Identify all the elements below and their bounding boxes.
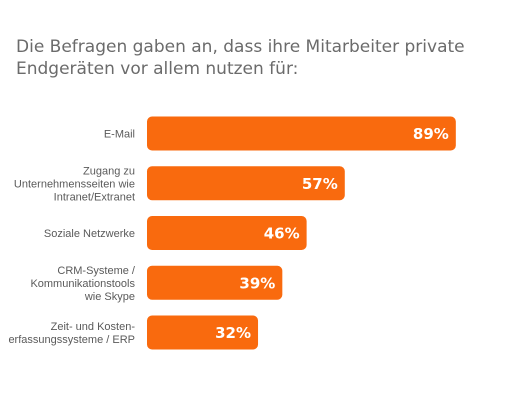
category-label-4: Zeit- und Kosten-erfassungssysteme / ERP — [8, 321, 135, 346]
category-label-1-line-1: Unternehmensseiten wie — [14, 178, 135, 190]
category-label-2: Soziale Netzwerke — [44, 228, 135, 240]
category-label-3-line-2: wie Skype — [84, 291, 135, 303]
chart-title: Die Befragen gaben an, dass ihre Mitarbe… — [16, 36, 516, 80]
category-label-3: CRM-Systeme / Kommunikationstools wie Skyp… — [30, 265, 135, 303]
bar-0 — [147, 116, 456, 151]
bar-4 — [147, 315, 259, 350]
category-label-1: Zugang zu Unternehmensseiten wie Intranet/… — [14, 165, 135, 203]
bar-value-label-3: 39% — [239, 274, 275, 292]
chart-title-line-2: Endgeräten vor allem nutzen für: — [16, 59, 299, 79]
category-label-0: E-Mail — [104, 129, 135, 141]
category-label-4-line-1: erfassungssysteme / ERP — [8, 334, 135, 346]
category-label-4-line-0: Zeit- und Kosten- — [51, 321, 136, 333]
bar-value-label-1: 57% — [302, 175, 338, 193]
bar-2 — [147, 216, 307, 250]
bar-1 — [147, 166, 345, 201]
bar-value-label-0: 89% — [413, 125, 449, 143]
chart-title-line-1: Die Befragen gaben an, dass ihre Mitarbe… — [16, 37, 465, 57]
bar-value-label-2: 46% — [264, 225, 300, 243]
category-label-1-line-2: Intranet/Extranet — [54, 191, 135, 203]
category-label-2-line-0: Soziale Netzwerke — [44, 228, 135, 240]
category-label-0-line-0: E-Mail — [104, 129, 135, 141]
category-label-3-line-0: CRM-Systeme / — [57, 265, 136, 277]
bar-value-label-4: 32% — [215, 324, 251, 342]
bar-3 — [147, 265, 283, 300]
category-label-3-line-1: Kommunikationstools — [30, 278, 135, 290]
category-label-1-line-0: Zugang zu — [83, 165, 135, 177]
